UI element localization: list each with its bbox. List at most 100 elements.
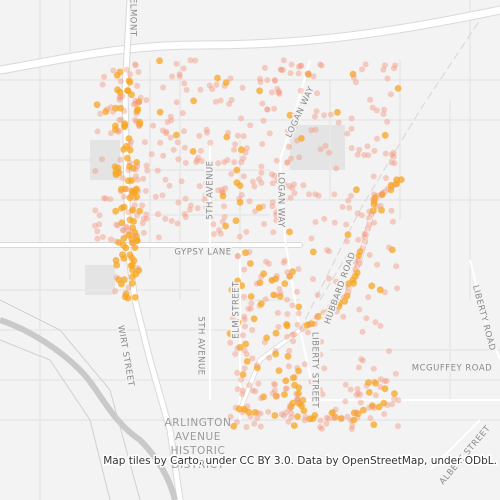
point [353, 391, 360, 398]
point [139, 220, 146, 227]
point [355, 390, 362, 397]
point [174, 220, 181, 227]
point [286, 273, 293, 279]
point [128, 91, 136, 99]
point [232, 217, 240, 225]
point [286, 228, 293, 236]
point [395, 397, 402, 404]
district-label: DISTRICT [171, 459, 224, 471]
point [270, 229, 277, 236]
point [266, 354, 273, 361]
point [289, 185, 296, 192]
district-label: AVENUE [175, 431, 221, 443]
point [381, 385, 389, 393]
point [282, 385, 289, 392]
point [117, 104, 124, 112]
point [98, 156, 105, 163]
point [312, 191, 319, 198]
point [136, 207, 144, 215]
point [370, 196, 376, 203]
point [182, 195, 189, 202]
point [234, 386, 241, 393]
point [117, 94, 123, 101]
point [130, 101, 137, 108]
point [295, 390, 302, 397]
point [250, 315, 258, 323]
point [227, 75, 234, 82]
point [349, 70, 357, 78]
point [260, 393, 267, 401]
point [116, 127, 122, 134]
point [344, 130, 351, 137]
point [300, 182, 307, 189]
point [199, 158, 205, 165]
point [110, 67, 117, 74]
point [180, 65, 187, 72]
point [210, 221, 217, 228]
point [143, 215, 150, 222]
point [331, 191, 338, 198]
point [289, 268, 296, 276]
point [286, 347, 293, 354]
point [321, 112, 328, 119]
point [154, 167, 161, 174]
point [204, 211, 211, 218]
point [112, 171, 120, 179]
point [133, 159, 141, 166]
point [118, 219, 126, 227]
point [96, 212, 103, 219]
point [356, 146, 363, 153]
point [355, 236, 362, 243]
point [125, 284, 132, 291]
point [131, 294, 139, 301]
point [225, 129, 231, 136]
point [271, 412, 279, 419]
point [234, 132, 241, 139]
point [123, 223, 130, 230]
point [228, 96, 235, 103]
point [308, 378, 315, 385]
point [317, 424, 324, 431]
point [286, 405, 293, 412]
point [299, 396, 307, 404]
point [123, 186, 130, 193]
point [381, 62, 388, 69]
point [310, 276, 316, 283]
point [239, 332, 246, 339]
point [246, 198, 253, 205]
point [318, 425, 325, 432]
point [132, 97, 139, 104]
point [141, 139, 148, 146]
point [178, 178, 185, 185]
point [259, 100, 266, 107]
point [371, 147, 378, 154]
point [169, 73, 176, 80]
point [295, 266, 302, 273]
point [113, 261, 121, 269]
point [218, 186, 225, 193]
point [362, 231, 369, 238]
point [370, 365, 377, 372]
point [277, 290, 284, 297]
point [290, 338, 297, 345]
point [340, 313, 347, 320]
point [294, 413, 301, 420]
point [290, 422, 298, 429]
point [280, 67, 286, 73]
point [369, 104, 376, 111]
point [284, 269, 291, 276]
point [277, 66, 284, 73]
point [359, 66, 365, 73]
point [241, 316, 248, 323]
point [238, 115, 244, 122]
point [173, 99, 180, 106]
point [240, 173, 247, 180]
point [131, 202, 138, 209]
point [155, 211, 162, 218]
point [278, 194, 285, 200]
point [388, 246, 396, 254]
point [388, 159, 395, 166]
point [271, 380, 277, 387]
point [386, 348, 392, 355]
point [345, 280, 353, 288]
